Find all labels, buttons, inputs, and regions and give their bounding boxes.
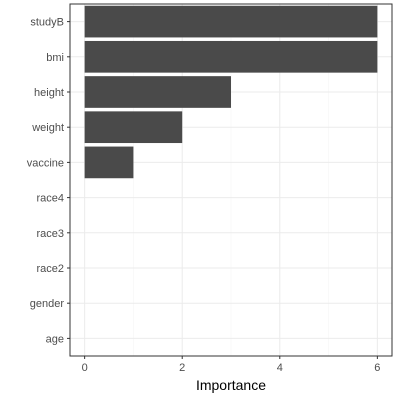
bar-weight <box>84 111 183 144</box>
y-tick-label: vaccine <box>27 157 64 169</box>
y-tick-label: gender <box>30 298 65 310</box>
x-tick-label: 4 <box>277 362 283 374</box>
bar-height <box>84 76 232 108</box>
y-tick-label: race3 <box>36 228 64 240</box>
x-tick-label: 0 <box>82 362 88 374</box>
x-axis-title: Importance <box>196 377 266 393</box>
bar-vaccine <box>84 146 134 179</box>
y-tick-label: age <box>46 333 64 345</box>
y-tick-label: weight <box>31 122 64 134</box>
x-tick-label: 6 <box>374 362 380 374</box>
y-tick-label: race2 <box>36 263 64 275</box>
y-tick-label: bmi <box>46 52 64 64</box>
x-tick-label: 2 <box>179 362 185 374</box>
y-axis: studyB bmi height weight vaccine race4 race3 ra… <box>27 17 70 345</box>
bar-studyB <box>84 5 378 38</box>
y-tick-label: race4 <box>36 193 64 205</box>
panel-border <box>69 3 393 357</box>
bar-bmi <box>84 40 378 73</box>
y-tick-label: height <box>34 87 64 99</box>
y-tick-label: studyB <box>30 17 64 29</box>
bars <box>84 5 378 179</box>
x-axis: 0 2 4 6 <box>82 356 380 374</box>
